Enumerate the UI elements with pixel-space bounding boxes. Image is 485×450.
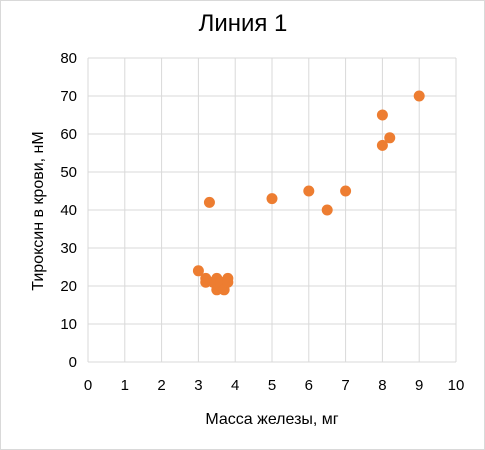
chart-title: Линия 1: [199, 10, 288, 37]
data-point: [376, 109, 388, 121]
x-tick-label: 9: [415, 377, 423, 394]
y-axis-title: Тироксин в крови, нМ: [30, 131, 47, 290]
x-axis-ticks: 0 1 2 3 4 5 6 7 8 9 10: [84, 377, 465, 394]
y-tick-label: 40: [60, 202, 77, 219]
x-tick-label: 7: [341, 377, 349, 394]
gridlines: [87, 57, 457, 363]
data-point: [222, 276, 234, 288]
data-point: [303, 185, 315, 197]
y-tick-label: 30: [60, 240, 77, 257]
data-points: [192, 90, 425, 296]
y-tick-label: 80: [60, 50, 77, 67]
data-point: [321, 204, 333, 216]
data-point: [384, 132, 396, 144]
x-tick-label: 0: [84, 377, 92, 394]
x-tick-label: 3: [194, 377, 202, 394]
x-tick-label: 5: [268, 377, 276, 394]
data-point: [203, 196, 215, 208]
x-tick-label: 6: [305, 377, 313, 394]
data-point: [192, 265, 204, 277]
y-tick-label: 70: [60, 88, 77, 105]
data-point: [266, 193, 278, 205]
y-tick-label: 0: [69, 354, 77, 371]
x-tick-label: 8: [378, 377, 386, 394]
y-axis-ticks: 0 10 20 30 40 50 60 70 80: [60, 50, 77, 371]
y-tick-label: 50: [60, 164, 77, 181]
data-point: [413, 90, 425, 102]
x-tick-label: 4: [231, 377, 239, 394]
data-point: [376, 139, 388, 151]
y-tick-label: 20: [60, 278, 77, 295]
x-tick-label: 10: [448, 377, 465, 394]
data-point: [340, 185, 352, 197]
x-tick-label: 2: [157, 377, 165, 394]
x-axis-title: Масса железы, мг: [205, 411, 338, 428]
y-tick-label: 60: [60, 126, 77, 143]
x-tick-label: 1: [121, 377, 129, 394]
y-tick-label: 10: [60, 316, 77, 333]
